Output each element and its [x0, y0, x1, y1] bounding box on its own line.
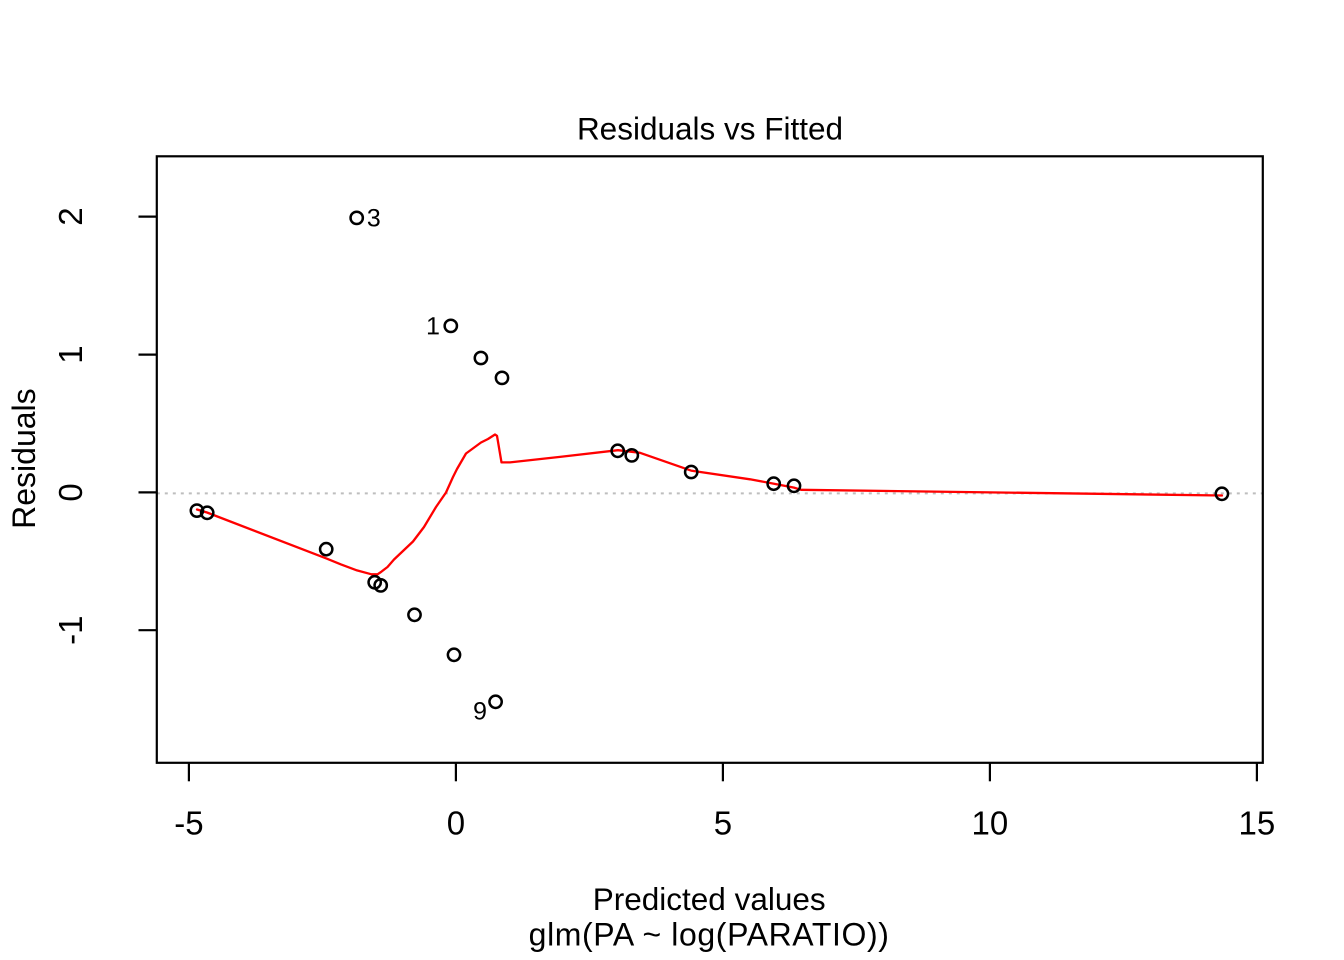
svg-text:Residuals: Residuals	[6, 388, 42, 529]
svg-text:10: 10	[972, 805, 1009, 842]
svg-text:Predicted values: Predicted values	[593, 881, 826, 917]
svg-text:15: 15	[1239, 805, 1276, 842]
svg-text:5: 5	[714, 805, 732, 842]
svg-text:Residuals vs Fitted: Residuals vs Fitted	[577, 111, 843, 147]
svg-text:-5: -5	[174, 805, 203, 842]
svg-text:1: 1	[52, 345, 89, 363]
svg-text:-1: -1	[52, 616, 89, 645]
svg-text:2: 2	[52, 207, 89, 225]
svg-text:0: 0	[52, 483, 89, 501]
svg-text:0: 0	[447, 805, 465, 842]
svg-text:glm(PA ~ log(PARATIO)): glm(PA ~ log(PARATIO))	[529, 917, 890, 953]
